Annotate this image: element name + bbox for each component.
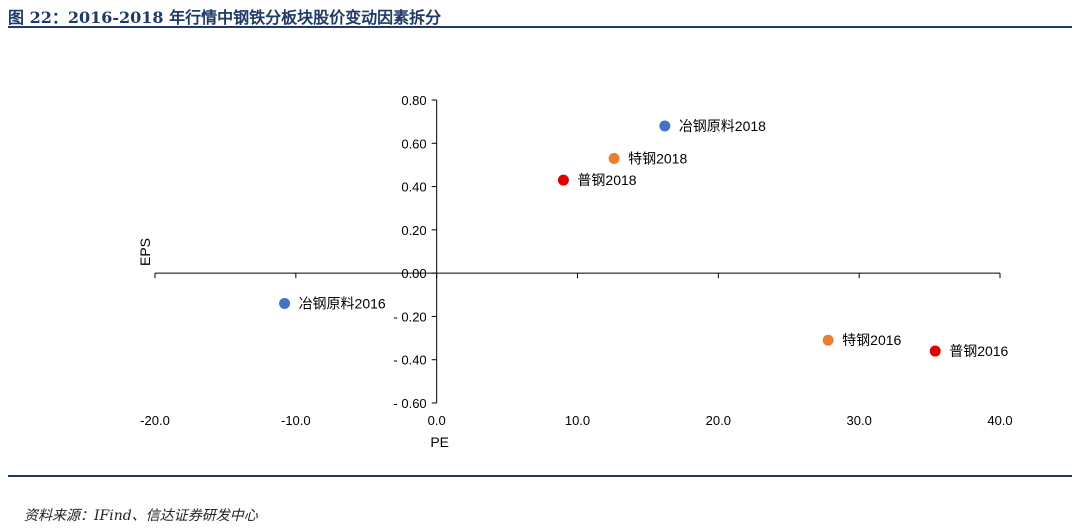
point-label: 冶钢原料2016: [299, 295, 386, 311]
point-label: 普钢2016: [949, 343, 1008, 359]
y-tick-label: 0.80: [401, 93, 426, 108]
x-tick-label: 0.0: [428, 413, 446, 428]
scatter-point: [557, 174, 569, 186]
y-tick-label: - 0.40: [393, 353, 426, 368]
point-label: 普钢2018: [577, 172, 636, 188]
figure-title: 图 22：2016-2018 年行情中钢铁分板块股价变动因素拆分: [8, 8, 442, 27]
x-axis-label: PE: [430, 434, 449, 450]
y-axis-label: EPS: [137, 238, 153, 266]
top-divider: [8, 26, 1072, 28]
scatter-point: [279, 297, 291, 309]
scatter-point: [822, 334, 834, 346]
x-tick-label: 30.0: [847, 413, 872, 428]
point-label: 冶钢原料2018: [679, 118, 766, 134]
x-tick-label: -20.0: [140, 413, 170, 428]
y-tick-label: 0.60: [401, 136, 426, 151]
scatter-point: [608, 152, 620, 164]
scatter-point: [659, 120, 671, 132]
x-tick-label: 20.0: [706, 413, 731, 428]
point-label: 特钢2016: [842, 332, 901, 348]
x-tick-label: -10.0: [281, 413, 311, 428]
y-tick-label: 0.40: [401, 180, 426, 195]
bottom-divider: [8, 475, 1072, 477]
source-note: 资料来源：IFind、信达证券研发中心: [24, 508, 258, 524]
scatter-point: [929, 345, 941, 357]
y-tick-label: 0.20: [401, 223, 426, 238]
x-tick-label: 10.0: [565, 413, 590, 428]
point-label: 特钢2018: [628, 150, 687, 166]
scatter-chart: - 0.60 - 0.40 - 0.20 0.00 0.20 0.40 0.60 0.80 -2…: [137, 93, 1013, 450]
y-tick-label: - 0.60: [393, 396, 426, 411]
x-tick-label: 40.0: [987, 413, 1012, 428]
y-tick-label: - 0.20: [393, 309, 426, 324]
y-tick-label: 0.00: [401, 266, 426, 281]
